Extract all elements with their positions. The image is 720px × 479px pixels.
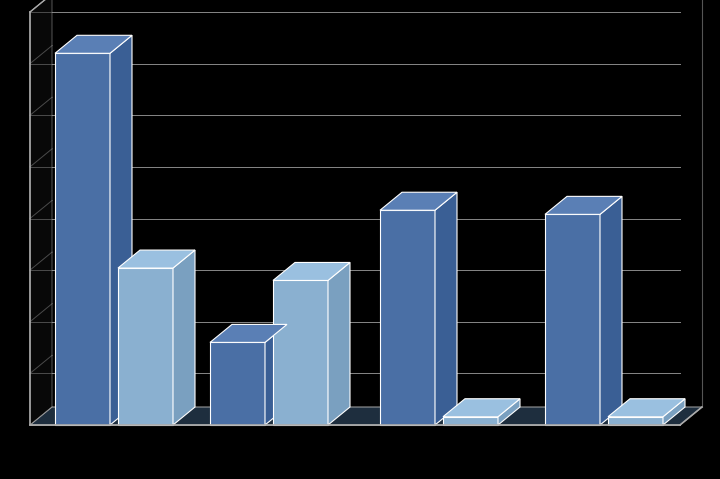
Polygon shape bbox=[663, 399, 685, 425]
Polygon shape bbox=[30, 0, 52, 425]
Polygon shape bbox=[273, 280, 328, 425]
Polygon shape bbox=[55, 35, 132, 53]
Polygon shape bbox=[600, 196, 622, 425]
Polygon shape bbox=[435, 192, 457, 425]
Polygon shape bbox=[210, 324, 287, 342]
Polygon shape bbox=[608, 399, 685, 417]
Polygon shape bbox=[110, 35, 132, 425]
Polygon shape bbox=[443, 417, 498, 425]
Polygon shape bbox=[498, 399, 520, 425]
Polygon shape bbox=[173, 250, 195, 425]
Polygon shape bbox=[118, 250, 195, 268]
Polygon shape bbox=[443, 399, 520, 417]
Polygon shape bbox=[328, 262, 350, 425]
Polygon shape bbox=[55, 53, 110, 425]
Polygon shape bbox=[545, 215, 600, 425]
Polygon shape bbox=[265, 324, 287, 425]
Polygon shape bbox=[380, 210, 435, 425]
Polygon shape bbox=[210, 342, 265, 425]
Polygon shape bbox=[273, 262, 350, 280]
Polygon shape bbox=[30, 407, 702, 425]
Polygon shape bbox=[545, 196, 622, 215]
Polygon shape bbox=[380, 192, 457, 210]
Polygon shape bbox=[118, 268, 173, 425]
Polygon shape bbox=[608, 417, 663, 425]
